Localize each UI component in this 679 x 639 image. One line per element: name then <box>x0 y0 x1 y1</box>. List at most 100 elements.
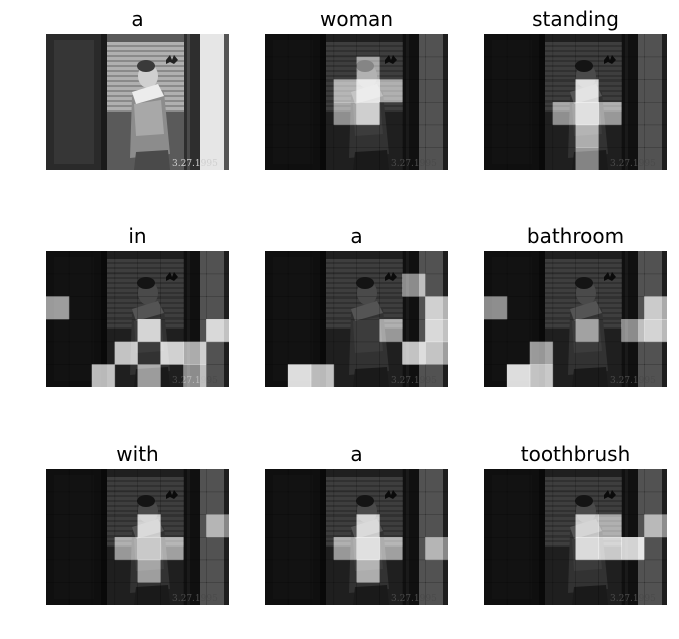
attention-cell <box>287 273 312 297</box>
attention-cell <box>137 251 161 275</box>
attention-cell <box>598 514 622 538</box>
attention-cell <box>552 251 576 275</box>
attention-cell <box>484 79 508 103</box>
attention-cell <box>379 251 403 275</box>
attention-cell <box>68 296 93 320</box>
attention-cell <box>68 559 93 583</box>
attention-cell <box>160 559 184 583</box>
date-stamp-text: 3.27.1995 <box>391 376 437 386</box>
attention-cell <box>265 251 289 275</box>
date-stamp-text: 3.27.1995 <box>610 376 656 386</box>
attention-cell <box>484 514 508 538</box>
attention-cell <box>425 364 448 387</box>
attention-cell <box>160 251 184 275</box>
attention-cell <box>598 537 622 561</box>
attention-cell <box>91 319 116 343</box>
date-stamp-text: 3.27.1995 <box>391 159 437 169</box>
caption-word: a <box>131 7 144 31</box>
date-stamp-text: 3.27.1995 <box>610 159 656 169</box>
attention-cell <box>356 559 380 583</box>
attention-cell <box>160 537 184 561</box>
attention-map: 3.27.1995 <box>265 34 448 170</box>
attention-cell <box>598 56 622 80</box>
attention-cell <box>484 469 508 493</box>
attention-cell <box>287 56 312 80</box>
attention-cell <box>265 273 289 297</box>
attention-cell <box>644 469 667 493</box>
attention-cell <box>506 582 531 605</box>
attention-cell <box>160 514 184 538</box>
attention-cell <box>356 514 380 538</box>
attention-cell <box>160 273 184 297</box>
attention-cell <box>379 559 403 583</box>
attention-cell <box>575 124 599 148</box>
attention-map: 3.27.1995 <box>484 469 667 605</box>
attention-cell <box>575 559 599 583</box>
attention-cell <box>379 491 403 515</box>
attention-cell <box>265 364 289 387</box>
attention-cell <box>333 296 357 320</box>
attention-cell <box>529 79 554 103</box>
attention-cell <box>425 559 448 583</box>
attention-cell <box>644 251 667 275</box>
attention-cell <box>598 102 622 126</box>
caption-word: bathroom <box>526 224 625 248</box>
attention-cell <box>621 582 645 605</box>
attention-cell <box>68 582 93 605</box>
attention-cell <box>598 124 622 148</box>
attention-cell <box>644 319 667 343</box>
attention-cell <box>402 469 426 493</box>
attention-cell <box>529 102 554 126</box>
attention-cell <box>644 559 667 583</box>
attention-cell <box>425 34 448 58</box>
attention-cell <box>183 514 207 538</box>
attention-cell <box>598 341 622 365</box>
attention-cell <box>183 364 207 387</box>
attention-cell <box>506 34 531 58</box>
attention-cell <box>425 319 448 343</box>
attention-cell <box>506 319 531 343</box>
attention-cell <box>287 79 312 103</box>
attention-cell <box>114 273 138 297</box>
attention-cell <box>529 34 554 58</box>
attention-cell <box>206 514 229 538</box>
attention-cell <box>137 491 161 515</box>
attention-cell <box>529 582 554 605</box>
attention-cell <box>552 124 576 148</box>
caption-word: with <box>116 442 159 466</box>
attention-cell <box>484 56 508 80</box>
attention-cell <box>310 296 335 320</box>
attention-cell <box>333 79 357 103</box>
attention-cell <box>621 251 645 275</box>
attention-cell <box>644 124 667 148</box>
attention-cell <box>137 319 161 343</box>
attention-cell <box>575 79 599 103</box>
attention-cell <box>310 251 335 275</box>
caption-word: woman <box>319 7 393 31</box>
attention-cell <box>287 491 312 515</box>
attention-cell <box>598 491 622 515</box>
attention-cell <box>575 582 599 605</box>
attention-cell <box>552 79 576 103</box>
attention-cell <box>356 273 380 297</box>
attention-cell <box>265 296 289 320</box>
attention-cell <box>402 34 426 58</box>
attention-cell <box>379 273 403 297</box>
attention-cell <box>621 364 645 387</box>
attention-cell <box>529 296 554 320</box>
attention-cell <box>68 514 93 538</box>
attention-cell <box>379 296 403 320</box>
attention-cell <box>402 514 426 538</box>
attention-cell <box>552 537 576 561</box>
attention-map: 3.27.1995 <box>46 251 229 387</box>
attention-cell <box>310 514 335 538</box>
attention-cell <box>265 56 289 80</box>
attention-cell <box>333 319 357 343</box>
attention-cell <box>356 34 380 58</box>
attention-cell <box>506 364 531 387</box>
attention-cell <box>114 251 138 275</box>
attention-cell <box>114 469 138 493</box>
attention-cell <box>46 582 70 605</box>
attention-cell <box>287 559 312 583</box>
attention-cell <box>575 147 599 170</box>
